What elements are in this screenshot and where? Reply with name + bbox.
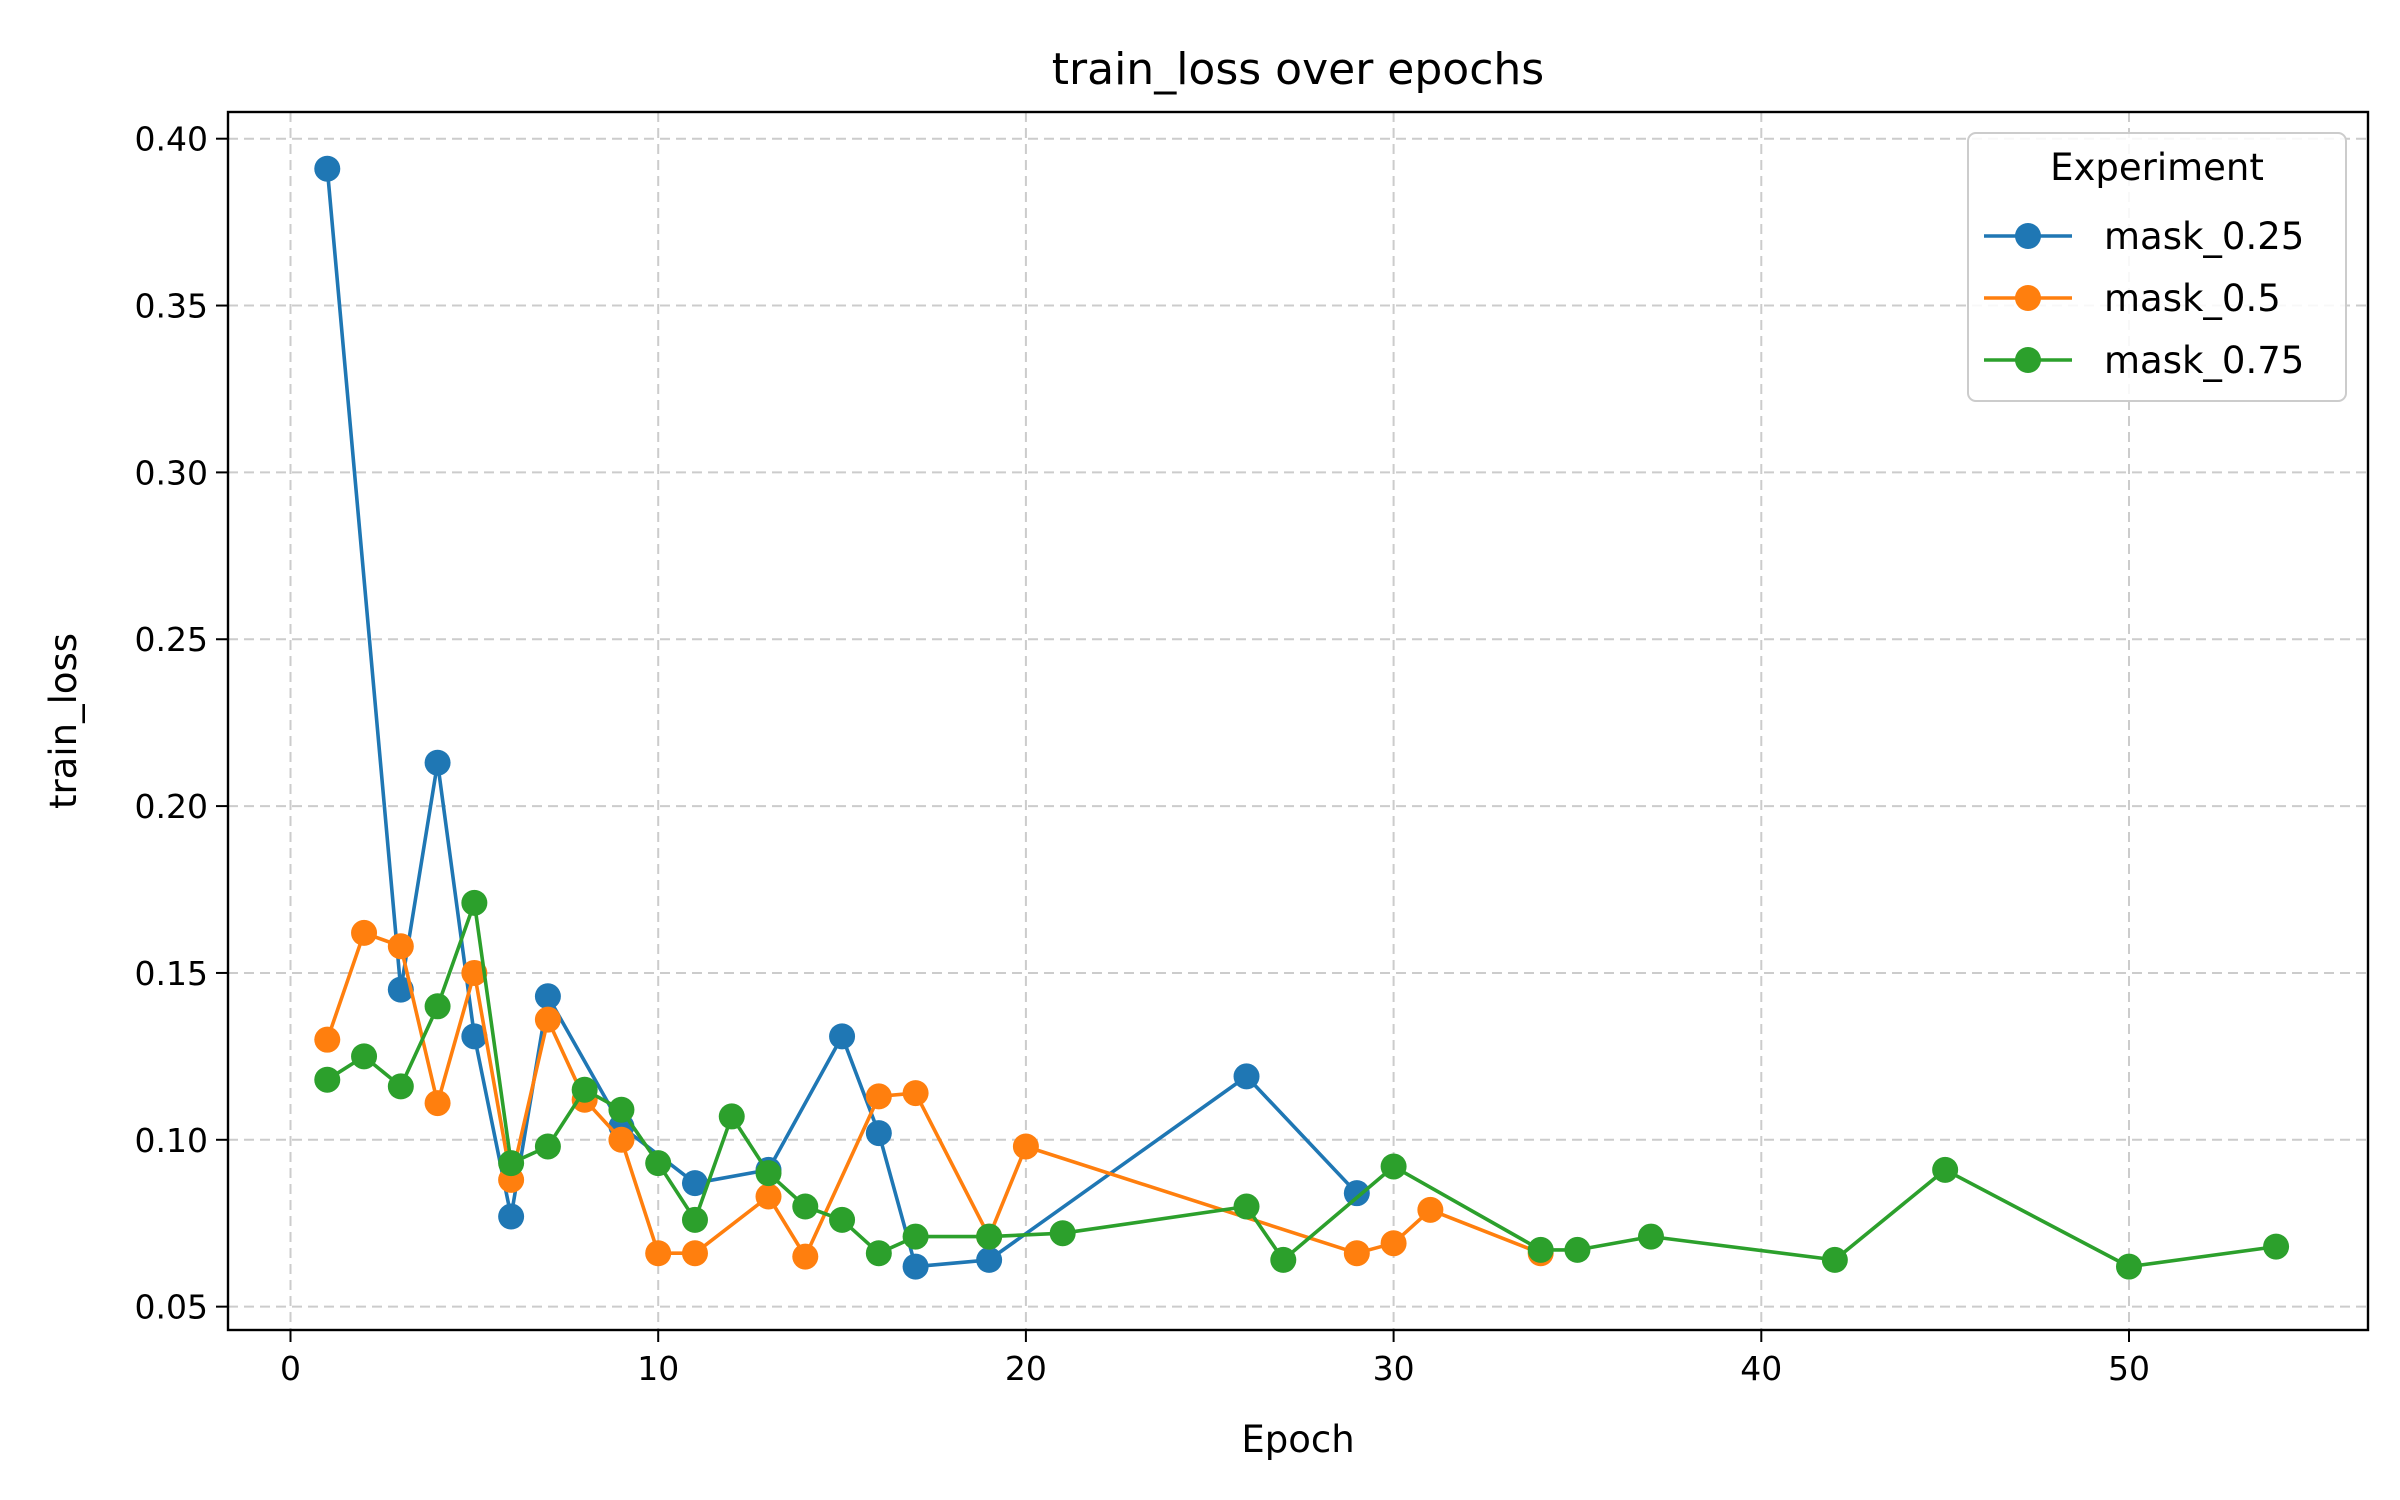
y-tick-label: 0.20: [135, 787, 208, 826]
legend-entry-mask-0-5: mask_0.5: [1984, 277, 2281, 320]
legend-box: [1967, 132, 2347, 402]
data-point-mask-0-75: [792, 1193, 819, 1220]
data-point-mask-0-75: [976, 1223, 1003, 1250]
data-point-mask-0-5: [351, 919, 378, 946]
data-point-mask-0-25: [865, 1120, 892, 1147]
x-tick-label: 20: [1005, 1349, 1047, 1388]
data-point-mask-0-75: [829, 1206, 856, 1233]
data-point-mask-0-25: [461, 1023, 488, 1050]
data-point-mask-0-75: [1637, 1223, 1664, 1250]
x-tick-label: 40: [1740, 1349, 1782, 1388]
data-point-mask-0-25: [534, 983, 561, 1010]
legend-entry-mask-0-75: mask_0.75: [1984, 339, 2304, 382]
data-point-mask-0-5: [1417, 1196, 1444, 1223]
legend-label: mask_0.75: [2104, 339, 2304, 382]
data-point-mask-0-75: [314, 1066, 341, 1093]
data-point-mask-0-75: [1821, 1246, 1848, 1273]
data-point-mask-0-5: [461, 959, 488, 986]
y-tick-label: 0.15: [135, 954, 208, 993]
data-point-mask-0-25: [387, 976, 414, 1003]
y-tick-label: 0.35: [135, 287, 208, 326]
data-point-mask-0-75: [1932, 1156, 1959, 1183]
ticks: 0 10 20 30 40 50 0.05 0.10 0.15 0.20 0.25 0.30 0.35 0…: [135, 120, 2150, 1388]
x-tick-label: 0: [280, 1349, 301, 1388]
data-point-mask-0-25: [902, 1253, 929, 1280]
data-point-mask-0-75: [645, 1150, 672, 1177]
data-point-mask-0-5: [681, 1240, 708, 1267]
data-point-mask-0-5: [755, 1183, 782, 1210]
x-tick-label: 30: [1373, 1349, 1415, 1388]
data-point-mask-0-75: [498, 1150, 525, 1177]
data-point-mask-0-5: [608, 1126, 635, 1153]
y-tick-label: 0.25: [135, 620, 208, 659]
data-point-mask-0-5: [902, 1080, 929, 1107]
data-point-mask-0-75: [718, 1103, 745, 1130]
data-point-mask-0-25: [1343, 1180, 1370, 1207]
y-tick-label: 0.30: [135, 453, 208, 492]
x-tick-label: 10: [637, 1349, 679, 1388]
data-point-mask-0-25: [498, 1203, 525, 1230]
data-point-mask-0-75: [461, 889, 488, 916]
data-point-mask-0-25: [976, 1246, 1003, 1273]
y-axis-label: train_loss: [42, 633, 85, 809]
series-layer: [314, 155, 2290, 1280]
data-point-mask-0-75: [1270, 1246, 1297, 1273]
data-point-mask-0-5: [314, 1026, 341, 1053]
series-mask-0-75: [314, 889, 2290, 1280]
data-point-mask-0-75: [424, 993, 451, 1020]
data-point-mask-0-5: [645, 1240, 672, 1267]
data-point-mask-0-75: [1564, 1236, 1591, 1263]
legend-entry-mask-0-25: mask_0.25: [1984, 215, 2304, 258]
legend-swatch-marker: [2015, 347, 2041, 373]
data-point-mask-0-25: [314, 155, 341, 182]
data-point-mask-0-75: [2263, 1233, 2290, 1260]
data-point-mask-0-5: [1012, 1133, 1039, 1160]
data-point-mask-0-75: [2115, 1253, 2142, 1280]
data-point-mask-0-25: [424, 749, 451, 776]
chart-title: train_loss over epochs: [1052, 44, 1544, 95]
x-axis-label: Epoch: [1241, 1418, 1354, 1461]
data-point-mask-0-75: [387, 1073, 414, 1100]
data-point-mask-0-75: [681, 1206, 708, 1233]
legend-label: mask_0.25: [2104, 215, 2304, 258]
data-point-mask-0-5: [1343, 1240, 1370, 1267]
legend-entries: mask_0.25 mask_0.5 mask_0.75: [1984, 215, 2304, 382]
data-point-mask-0-75: [571, 1076, 598, 1103]
data-point-mask-0-25: [829, 1023, 856, 1050]
legend-swatch-marker: [2015, 285, 2041, 311]
data-point-mask-0-5: [534, 1006, 561, 1033]
data-point-mask-0-75: [608, 1096, 635, 1123]
data-point-mask-0-5: [792, 1243, 819, 1270]
data-point-mask-0-5: [1380, 1230, 1407, 1257]
y-tick-label: 0.40: [135, 120, 208, 159]
data-point-mask-0-75: [534, 1133, 561, 1160]
data-point-mask-0-75: [865, 1240, 892, 1267]
data-point-mask-0-5: [387, 933, 414, 960]
data-point-mask-0-75: [351, 1043, 378, 1070]
legend-swatch-marker: [2015, 223, 2041, 249]
plot-frame: [226, 110, 2370, 1332]
data-point-mask-0-75: [902, 1223, 929, 1250]
data-point-mask-0-25: [681, 1170, 708, 1197]
legend-title: Experiment: [2050, 146, 2264, 189]
grid: [228, 112, 2368, 1330]
data-point-mask-0-75: [1049, 1220, 1076, 1247]
x-tick-label: 50: [2108, 1349, 2150, 1388]
data-point-mask-0-75: [755, 1160, 782, 1187]
data-point-mask-0-25: [1233, 1063, 1260, 1090]
data-point-mask-0-5: [424, 1090, 451, 1117]
legend-label: mask_0.5: [2104, 277, 2281, 320]
data-point-mask-0-75: [1527, 1236, 1554, 1263]
data-point-mask-0-5: [865, 1083, 892, 1110]
legend: Experiment mask_0.25 mask_0.5 mask_0.75: [1967, 132, 2347, 402]
y-tick-label: 0.10: [135, 1121, 208, 1160]
y-tick-label: 0.05: [135, 1288, 208, 1327]
data-point-mask-0-75: [1233, 1193, 1260, 1220]
data-point-mask-0-75: [1380, 1153, 1407, 1180]
